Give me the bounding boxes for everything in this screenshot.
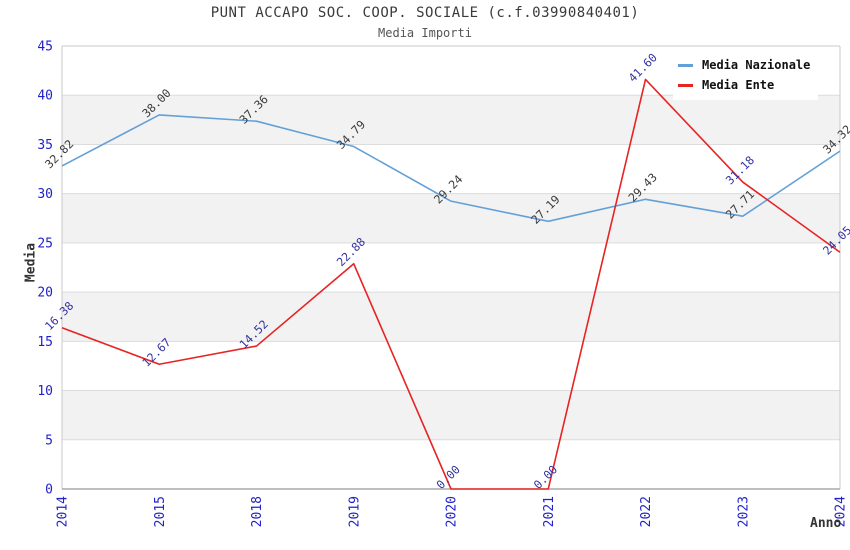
y-axis-title: Media bbox=[23, 242, 39, 283]
y-tick-label: 10 bbox=[37, 384, 53, 399]
y-tick-label: 25 bbox=[37, 236, 53, 251]
x-tick-label: 2020 bbox=[445, 496, 460, 527]
y-tick-label: 40 bbox=[37, 89, 53, 104]
x-tick-label: 2022 bbox=[639, 496, 654, 527]
y-tick-label: 20 bbox=[37, 286, 53, 301]
point-label-series-1: 0.00 bbox=[433, 462, 463, 492]
x-tick-label: 2021 bbox=[542, 496, 557, 527]
plot-band bbox=[62, 390, 840, 440]
y-tick-label: 30 bbox=[37, 187, 53, 202]
x-tick-label: 2018 bbox=[250, 496, 265, 527]
point-label-series-1: 41.60 bbox=[625, 50, 659, 84]
x-tick-label: 2019 bbox=[347, 496, 362, 527]
y-tick-label: 15 bbox=[37, 335, 53, 350]
x-tick-label: 2014 bbox=[56, 496, 71, 527]
chart-subtitle: Media Importi bbox=[378, 26, 472, 40]
x-tick-label: 2023 bbox=[736, 496, 751, 527]
plot-band bbox=[62, 292, 840, 342]
y-tick-label: 5 bbox=[45, 433, 53, 448]
plot-band bbox=[62, 95, 840, 145]
point-label-series-1: 0.00 bbox=[531, 462, 561, 492]
point-label-series-1: 31.18 bbox=[723, 153, 757, 187]
legend: Media Nazionale Media Ente bbox=[673, 50, 818, 100]
media-ente-line-swatch-icon bbox=[678, 83, 693, 87]
series-line-1 bbox=[61, 78, 841, 490]
series-line-0 bbox=[61, 114, 841, 223]
legend-label: Media Nazionale bbox=[702, 58, 811, 72]
legend-label: Media Ente bbox=[702, 78, 775, 92]
x-tick-label: 2015 bbox=[153, 496, 168, 527]
media-nazionale-line-swatch-icon bbox=[678, 63, 693, 67]
chart-title: PUNT ACCAPO SOC. COOP. SOCIALE (c.f.0399… bbox=[210, 5, 640, 21]
legend-item-media-nazionale: Media Nazionale bbox=[678, 57, 818, 73]
y-tick-label: 35 bbox=[37, 138, 53, 153]
x-tick-label: 2024 bbox=[834, 496, 849, 527]
y-tick-label: 0 bbox=[45, 483, 53, 498]
legend-item-media-ente: Media Ente bbox=[678, 77, 818, 93]
x-axis-title: Anno bbox=[810, 516, 842, 531]
y-tick-label: 45 bbox=[37, 40, 53, 55]
